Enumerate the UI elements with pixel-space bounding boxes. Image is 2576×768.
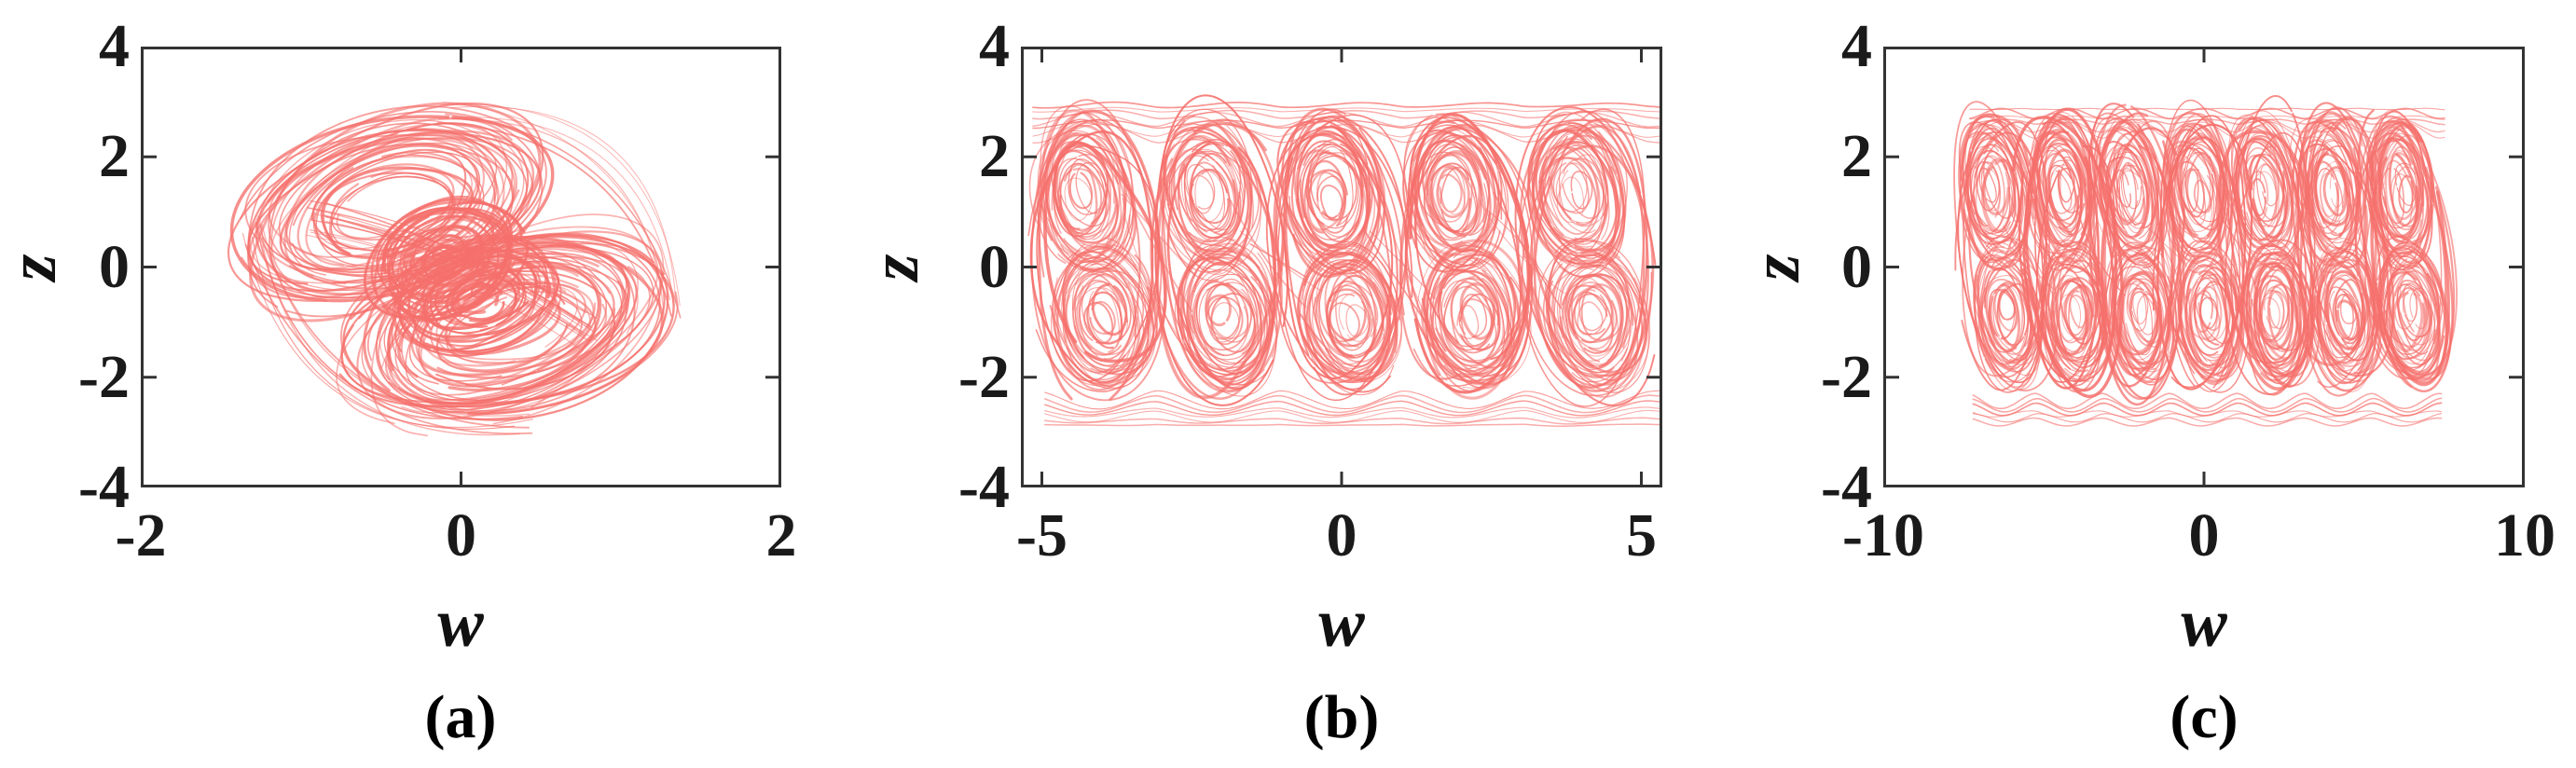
attractor-curves-c xyxy=(1953,95,2458,427)
y-tick-label-a: 0 xyxy=(99,232,130,301)
x-tick-label-c: 10 xyxy=(2494,501,2555,569)
axes-frame-c xyxy=(1883,47,2525,487)
caption-a: (a) xyxy=(424,683,497,751)
x-axis-label-c: w xyxy=(2181,585,2227,662)
x-tick-label-a: -2 xyxy=(115,501,167,569)
y-tick-label-b: 0 xyxy=(979,232,1010,301)
phase-plot-b xyxy=(1021,47,1662,487)
x-tick-label-c: 0 xyxy=(2188,501,2220,569)
axes-frame-a xyxy=(141,47,781,487)
axes-frame-b xyxy=(1021,47,1662,487)
caption-b: (b) xyxy=(1303,683,1380,751)
caption-c: (c) xyxy=(2170,683,2239,751)
attractor-curves-b xyxy=(1027,94,1660,427)
y-tick-label-a: -2 xyxy=(78,342,130,411)
x-tick-label-b: 0 xyxy=(1326,501,1357,569)
x-tick-label-b: 5 xyxy=(1625,501,1657,569)
y-tick-label-b: -4 xyxy=(958,453,1010,521)
y-tick-label-a: 2 xyxy=(99,122,130,191)
phase-plot-a xyxy=(141,47,781,487)
x-tick-label-c: -10 xyxy=(1842,501,1924,569)
y-tick-label-b: -2 xyxy=(958,342,1010,411)
y-tick-label-c: -4 xyxy=(1821,453,1872,521)
phase-plot-c xyxy=(1883,47,2525,487)
y-tick-label-a: 4 xyxy=(99,12,130,80)
y-tick-label-b: 2 xyxy=(979,122,1010,191)
y-tick-label-c: 4 xyxy=(1841,12,1872,80)
x-tick-label-b: -5 xyxy=(1016,501,1068,569)
y-tick-label-c: 2 xyxy=(1841,122,1872,191)
x-axis-label-b: w xyxy=(1318,585,1365,662)
y-tick-label-b: 4 xyxy=(979,12,1010,80)
y-tick-label-c: -2 xyxy=(1821,342,1872,411)
x-tick-label-a: 0 xyxy=(446,501,476,569)
attractor-curves-a xyxy=(227,102,682,437)
x-axis-label-a: w xyxy=(437,585,484,662)
y-tick-label-a: -4 xyxy=(78,453,130,521)
y-tick-label-c: 0 xyxy=(1841,232,1872,301)
x-tick-label-a: 2 xyxy=(765,501,797,569)
